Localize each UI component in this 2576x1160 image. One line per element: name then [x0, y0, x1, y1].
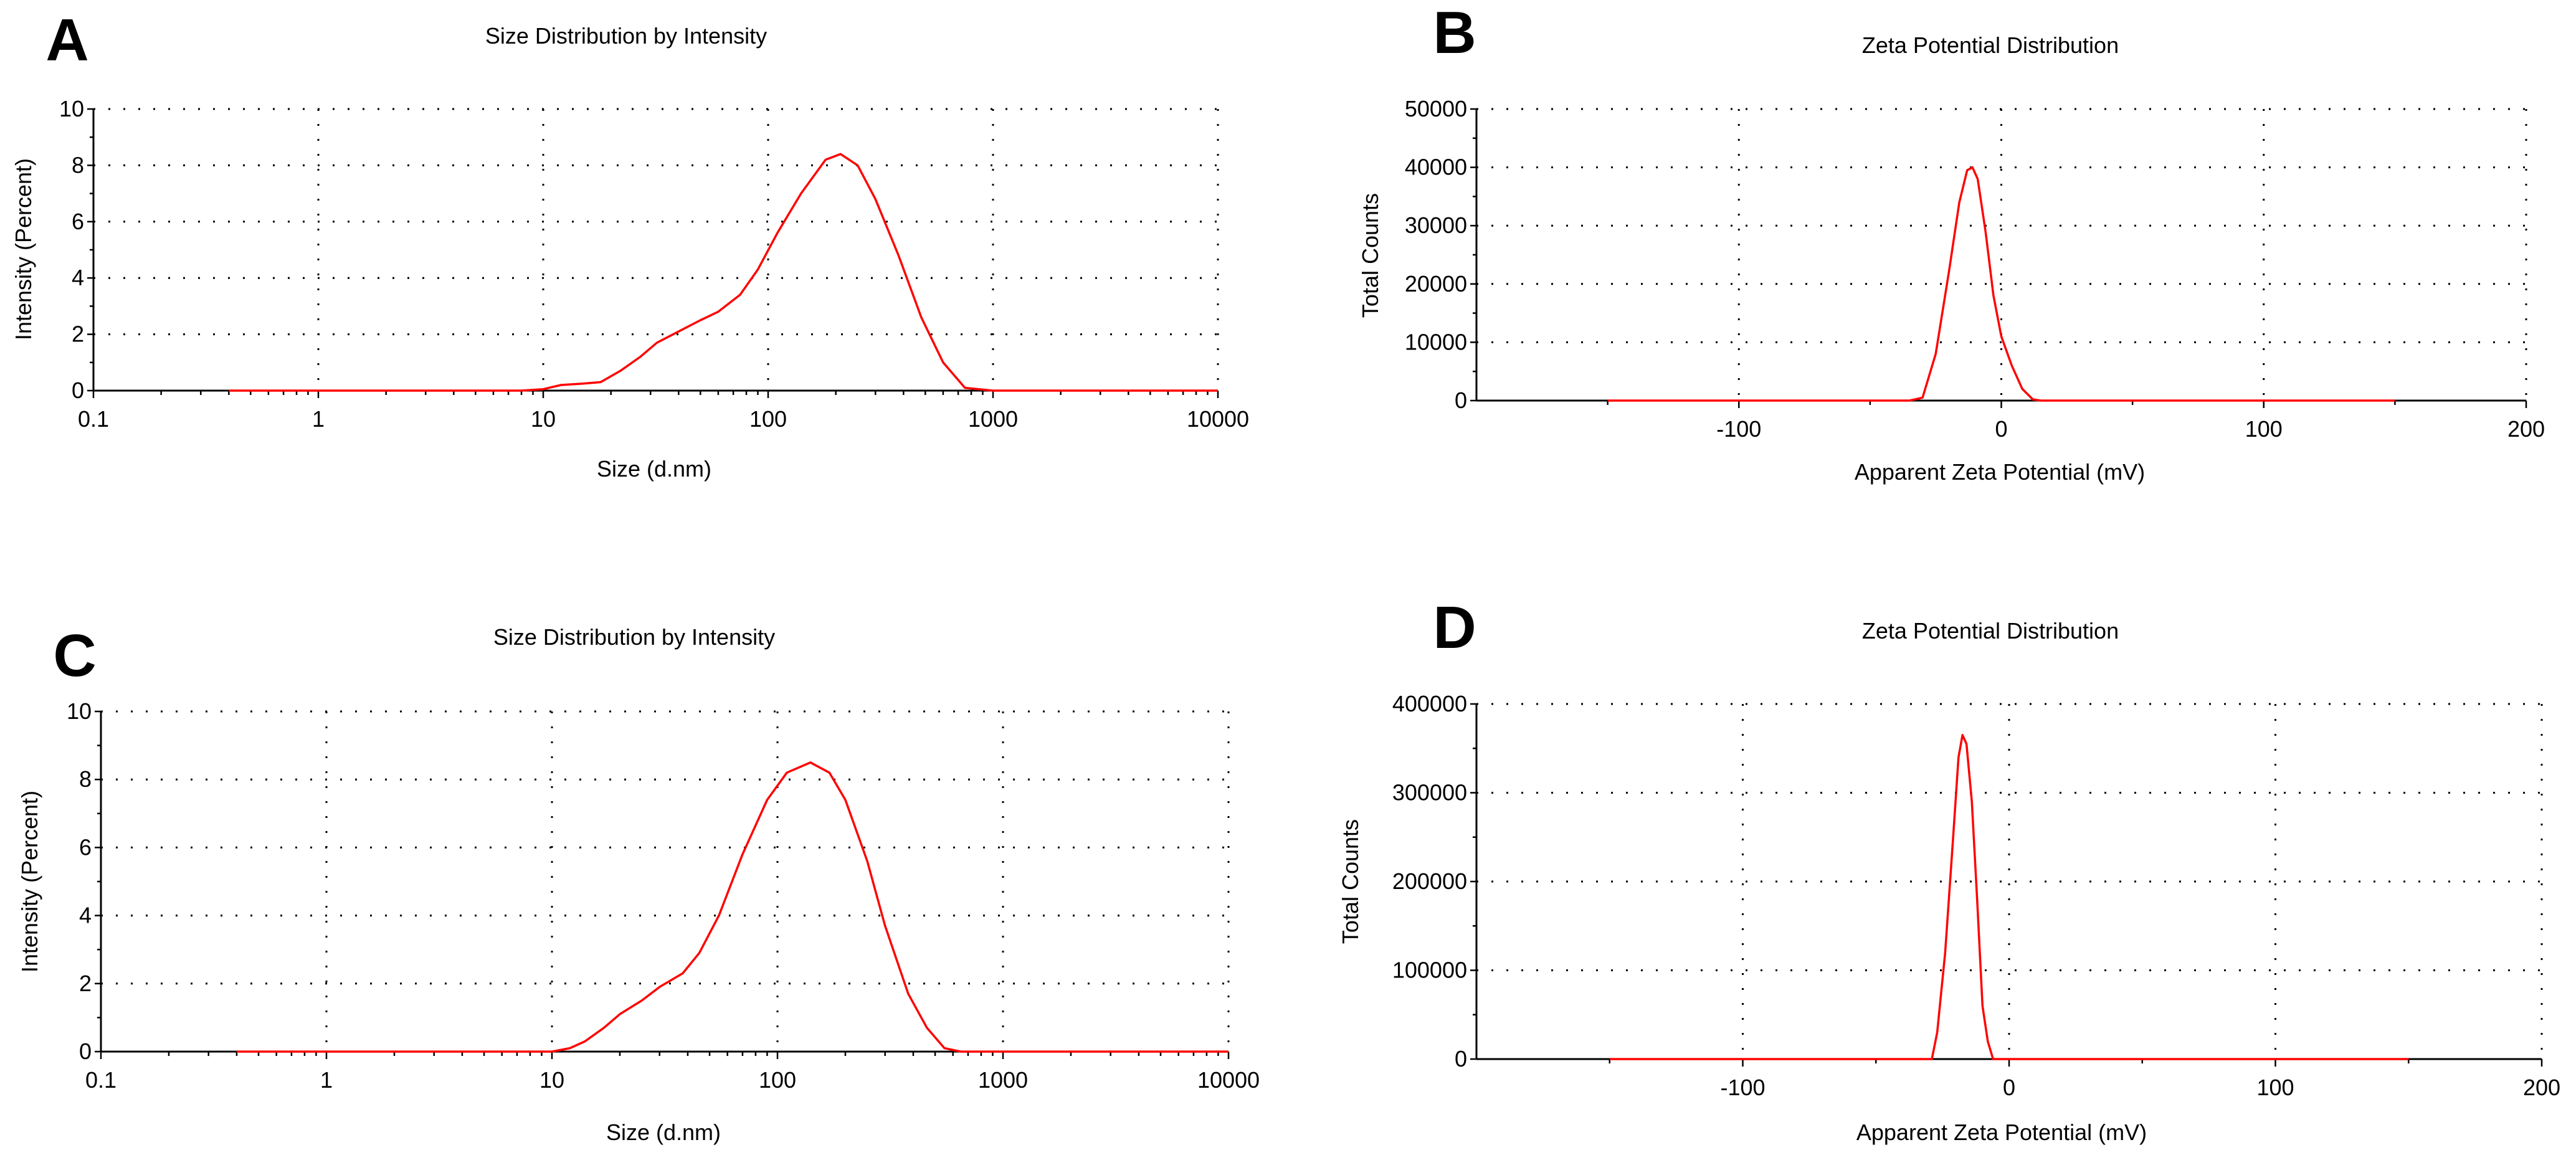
panel-d-y-tick-label: 100000 — [1392, 958, 1467, 983]
panel-a-series-line — [229, 153, 1218, 392]
panel-c-y-tick-label: 2 — [79, 971, 92, 996]
panel-c-title: Size Distribution by Intensity — [493, 624, 775, 650]
panel-b-x-tick-label: 0 — [1995, 416, 2007, 442]
panel-c-x-tick-label: 10000 — [1197, 1067, 1260, 1093]
panel-c-x-tick-label: 0.1 — [85, 1067, 116, 1093]
panel-c-x-tick-label: 1000 — [978, 1067, 1028, 1093]
panel-a-x-tick-label: 10000 — [1187, 406, 1249, 432]
panel-b-y-tick-label: 20000 — [1405, 271, 1467, 297]
panel-a-y-tick-label: 6 — [72, 209, 84, 234]
panel-d-x-tick-label: 100 — [2256, 1075, 2294, 1100]
panel-a-x-tick-label: 0.1 — [78, 406, 109, 432]
panel-a-y-tick-label: 0 — [72, 378, 84, 403]
panel-c-x-tick-label: 1 — [320, 1067, 333, 1093]
panel-a-y-axis-label: Intensity (Percent) — [11, 158, 36, 340]
panel-b-y-tick-label: 40000 — [1405, 155, 1467, 180]
panel-a-x-tick-label: 10 — [531, 406, 556, 432]
panel-a-x-tick-label: 1000 — [968, 406, 1018, 432]
panel-c-x-tick-label: 10 — [539, 1067, 564, 1093]
panel-b-y-tick-label: 0 — [1455, 387, 1467, 413]
panel-d-y-axis-label: Total Counts — [1338, 819, 1363, 944]
panel-d-series-line — [1609, 734, 2409, 1060]
panel-b-x-axis-label: Apparent Zeta Potential (mV) — [1855, 459, 2145, 485]
panel-d-y-tick-label: 400000 — [1392, 691, 1467, 716]
panel-d-y-tick-label: 300000 — [1392, 780, 1467, 806]
panel-b-x-tick-label: -100 — [1716, 416, 1761, 442]
panel-a-y-tick-label: 8 — [72, 152, 84, 178]
panel-c-y-tick-label: 4 — [79, 903, 92, 928]
panel-a-x-axis-label: Size (d.nm) — [597, 456, 711, 482]
panel-d-y-tick-label: 200000 — [1392, 868, 1467, 894]
panel-d-x-tick-label: 0 — [2003, 1075, 2015, 1100]
panel-a-y-tick-label: 2 — [72, 321, 84, 347]
panel-d-x-tick-label: -100 — [1720, 1075, 1765, 1100]
panel-d-x-tick-label: 200 — [2523, 1075, 2560, 1100]
panel-d-letter: D — [1433, 594, 1476, 661]
panel-b-y-tick-label: 10000 — [1405, 329, 1467, 354]
panel-c-y-tick-label: 0 — [79, 1039, 92, 1064]
panel-c-y-tick-label: 8 — [79, 766, 92, 792]
panel-a-letter: A — [45, 7, 88, 74]
panel-a-y-tick-label: 4 — [72, 265, 84, 290]
panel-b-letter: B — [1433, 0, 1476, 66]
panel-c-x-axis-label: Size (d.nm) — [606, 1120, 721, 1145]
panel-b-x-tick-label: 200 — [2507, 416, 2545, 442]
panel-b-y-tick-label: 30000 — [1405, 212, 1467, 238]
panel-c-x-tick-label: 100 — [759, 1067, 796, 1093]
panel-c-y-tick-label: 6 — [79, 834, 92, 860]
panel-b-title: Zeta Potential Distribution — [1862, 32, 2119, 58]
panel-d-y-tick-label: 0 — [1455, 1046, 1467, 1072]
panel-c-y-tick-label: 10 — [67, 698, 92, 724]
panel-b-y-tick-label: 50000 — [1405, 96, 1467, 121]
panel-a-y-tick-label: 10 — [59, 96, 84, 121]
panel-b-x-tick-label: 100 — [2245, 416, 2283, 442]
panel-d-title: Zeta Potential Distribution — [1862, 618, 2119, 644]
panel-a-x-tick-label: 100 — [749, 406, 787, 432]
panel-c-y-axis-label: Intensity (Percent) — [17, 791, 42, 972]
panel-b-series-line — [1607, 166, 2395, 402]
panel-d-x-axis-label: Apparent Zeta Potential (mV) — [1856, 1120, 2147, 1145]
panel-a-title: Size Distribution by Intensity — [485, 23, 767, 49]
panel-c-series-line — [236, 761, 1229, 1053]
panel-a-x-tick-label: 1 — [312, 406, 325, 432]
panel-b-y-axis-label: Total Counts — [1357, 193, 1383, 318]
panel-c-letter: C — [53, 622, 96, 689]
